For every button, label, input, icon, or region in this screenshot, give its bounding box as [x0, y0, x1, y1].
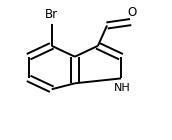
Text: NH: NH: [114, 83, 130, 93]
Text: Br: Br: [45, 8, 58, 21]
Text: O: O: [127, 6, 136, 19]
